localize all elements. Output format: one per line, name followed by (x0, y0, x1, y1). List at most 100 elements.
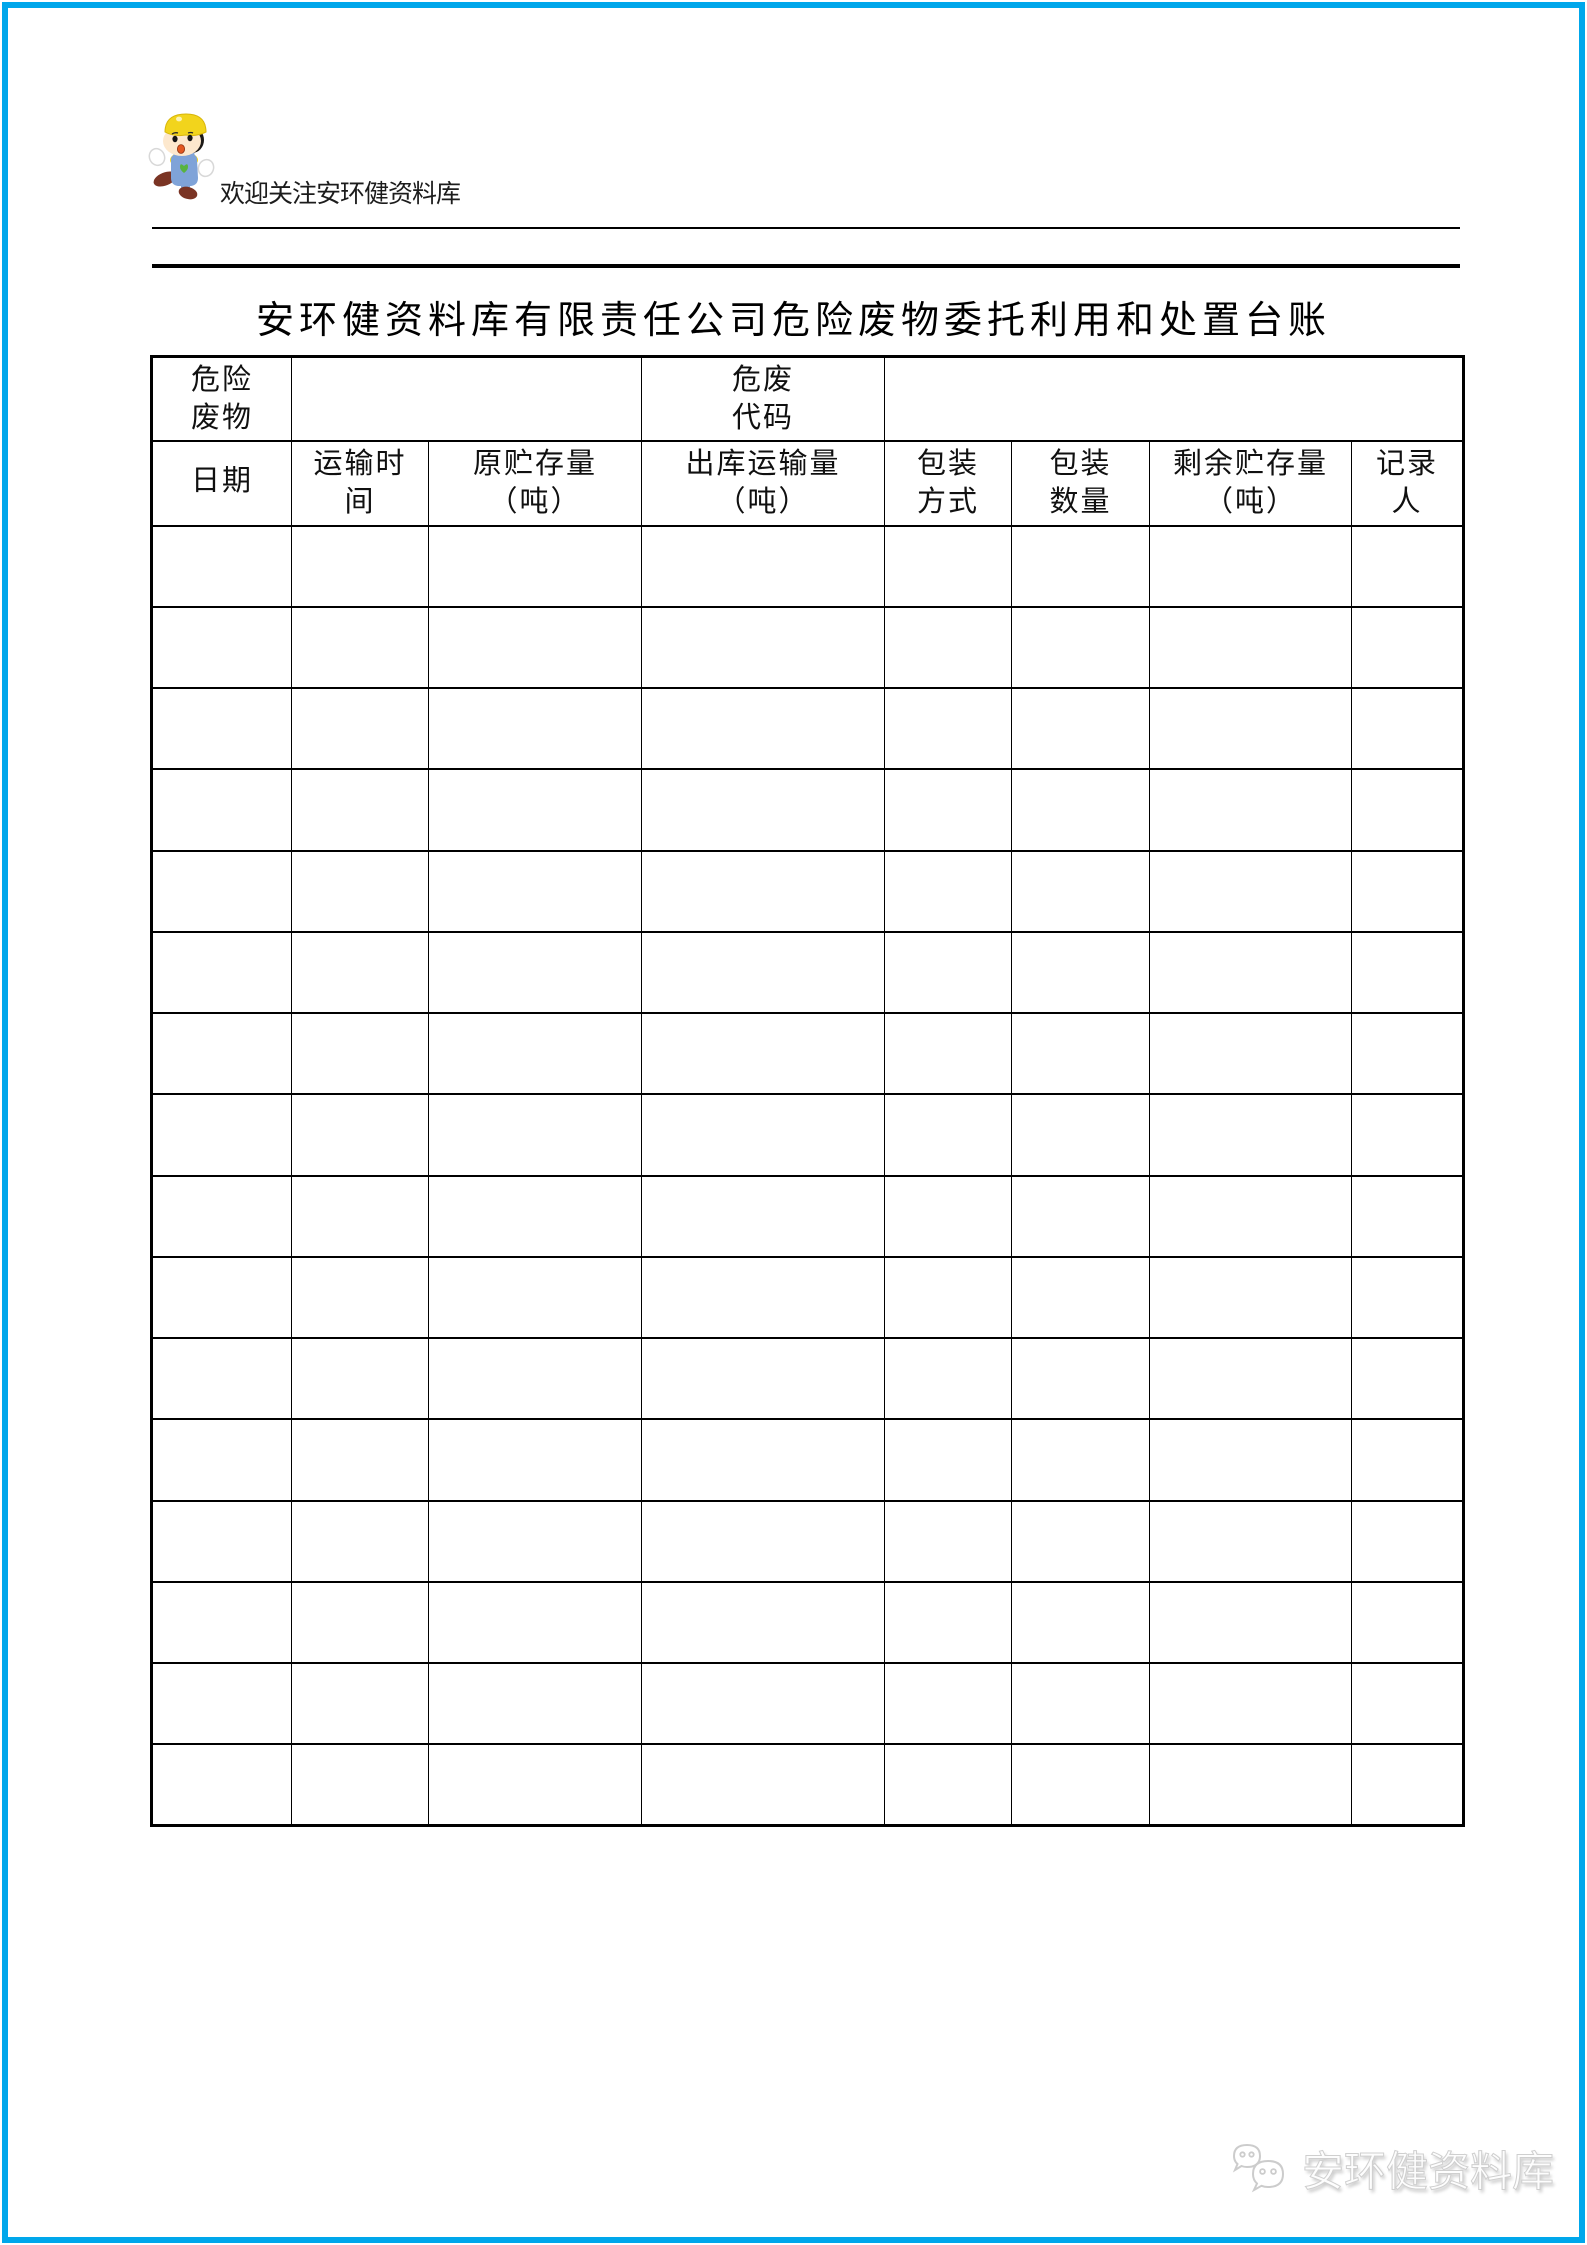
th-waste-code: 危废 代码 (641, 355, 885, 442)
empty-cell (151, 1255, 292, 1340)
empty-cell (428, 768, 642, 852)
empty-cell (1011, 1255, 1150, 1340)
empty-cell (884, 1255, 1012, 1340)
th-waste-code-line: 代码 (731, 401, 794, 434)
table-row (151, 1418, 1464, 1502)
empty-cell (151, 768, 292, 852)
empty-cell (1011, 1580, 1150, 1665)
empty-cell (151, 1418, 292, 1502)
header-rule-thin (152, 227, 1460, 229)
empty-cell (1351, 1743, 1464, 1827)
empty-cell (641, 768, 885, 852)
th-recorder: 记录人 (1351, 439, 1464, 527)
empty-cell (1149, 768, 1352, 852)
empty-cell (151, 1580, 292, 1665)
table-row (151, 1336, 1464, 1421)
empty-cell (291, 1418, 429, 1502)
empty-cell (1011, 1661, 1150, 1746)
empty-cell (1011, 930, 1150, 1015)
th-outbound-quantity: 出库运输量 （吨） (641, 439, 885, 527)
empty-cell (884, 768, 1012, 852)
empty-cell (1011, 686, 1150, 771)
header-rule-thick (152, 264, 1460, 268)
table-header-row-2: 日期 运输时间原贮存量 （吨） 出库运输量 （吨） 包装 方式 包装 数量 剩余贮存量 （吨） 记录人 (151, 439, 1464, 527)
empty-cell (151, 1661, 292, 1746)
empty-cell (291, 524, 429, 608)
empty-cell (1351, 1499, 1464, 1583)
empty-cell (291, 1336, 429, 1421)
th-original-storage-line: 原贮存量 (472, 448, 597, 480)
empty-cell (428, 605, 642, 690)
empty-cell (1149, 686, 1352, 771)
table-row (151, 1174, 1464, 1258)
empty-cell (291, 1255, 429, 1340)
th-recorder-line: 人 (1391, 486, 1423, 518)
empty-cell (1011, 605, 1150, 690)
th-packaging-quantity-line: 包装 (1049, 448, 1112, 480)
empty-cell (1351, 1336, 1464, 1421)
empty-cell (1011, 1418, 1150, 1502)
empty-cell (1011, 1174, 1150, 1258)
th-remaining-storage-line: （吨） (1203, 486, 1297, 518)
table-row (151, 849, 1464, 933)
table-row (151, 1743, 1464, 1827)
table-row (151, 605, 1464, 690)
empty-cell (291, 1011, 429, 1096)
empty-cell (641, 1499, 885, 1583)
empty-cell (1011, 524, 1150, 608)
empty-cell (884, 930, 1012, 1015)
empty-cell (884, 1580, 1012, 1665)
empty-cell (884, 1499, 1012, 1583)
table-row (151, 1661, 1464, 1746)
empty-cell (1351, 849, 1464, 933)
th-remaining-storage: 剩余贮存量 （吨） (1149, 439, 1352, 527)
empty-cell (428, 930, 642, 1015)
empty-cell (1149, 1580, 1352, 1665)
empty-cell (428, 1336, 642, 1421)
empty-cell (641, 1255, 885, 1340)
th-outbound-quantity-line: 出库运输量 (685, 448, 841, 480)
empty-cell (291, 1661, 429, 1746)
empty-cell (1149, 930, 1352, 1015)
empty-cell (1351, 930, 1464, 1015)
page-title: 安环健资料库有限责任公司危险废物委托利用和处置台账 (255, 300, 1331, 342)
empty-cell (1011, 1499, 1150, 1583)
empty-cell (641, 524, 885, 608)
empty-cell (1149, 524, 1352, 608)
empty-cell (428, 1499, 642, 1583)
empty-cell (641, 1093, 885, 1177)
empty-cell (428, 849, 642, 933)
empty-cell (1149, 1661, 1352, 1746)
empty-cell (428, 1174, 642, 1258)
table-row (151, 1580, 1464, 1665)
table-row (151, 1499, 1464, 1583)
empty-cell (884, 686, 1012, 771)
table-row (151, 1011, 1464, 1096)
th-recorder-line: 记录 (1375, 448, 1438, 480)
th-hazardous-waste-value (291, 355, 642, 442)
empty-cell (428, 1580, 642, 1665)
empty-cell (641, 1661, 885, 1746)
empty-cell (1011, 849, 1150, 933)
empty-cell (1351, 1255, 1464, 1340)
th-original-storage: 原贮存量 （吨） (428, 439, 642, 527)
th-date-line: 日期 (190, 464, 253, 497)
empty-cell (1011, 1336, 1150, 1421)
th-hazardous-waste: 危险 废物 (151, 355, 292, 442)
empty-cell (1351, 1580, 1464, 1665)
th-packaging-method-line: 包装 (916, 448, 979, 480)
empty-cell (884, 849, 1012, 933)
empty-cell (884, 1093, 1012, 1177)
empty-cell (1351, 1174, 1464, 1258)
empty-cell (1149, 1418, 1352, 1502)
empty-cell (1351, 1661, 1464, 1746)
empty-cell (884, 1336, 1012, 1421)
empty-cell (151, 686, 292, 771)
empty-cell (884, 524, 1012, 608)
header-tagline: 欢迎关注安环健资料库 (220, 181, 461, 208)
empty-cell (641, 1174, 885, 1258)
empty-cell (151, 605, 292, 690)
empty-cell (291, 605, 429, 690)
